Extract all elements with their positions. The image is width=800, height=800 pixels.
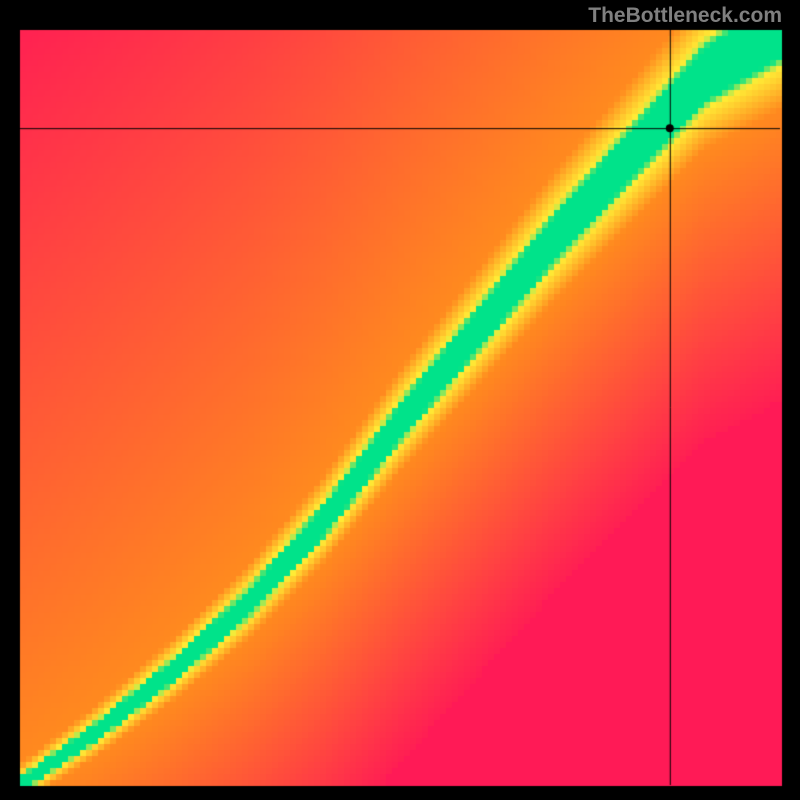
chart-container: TheBottleneck.com bbox=[0, 0, 800, 800]
watermark-label: TheBottleneck.com bbox=[588, 4, 782, 28]
bottleneck-heatmap bbox=[0, 0, 800, 800]
